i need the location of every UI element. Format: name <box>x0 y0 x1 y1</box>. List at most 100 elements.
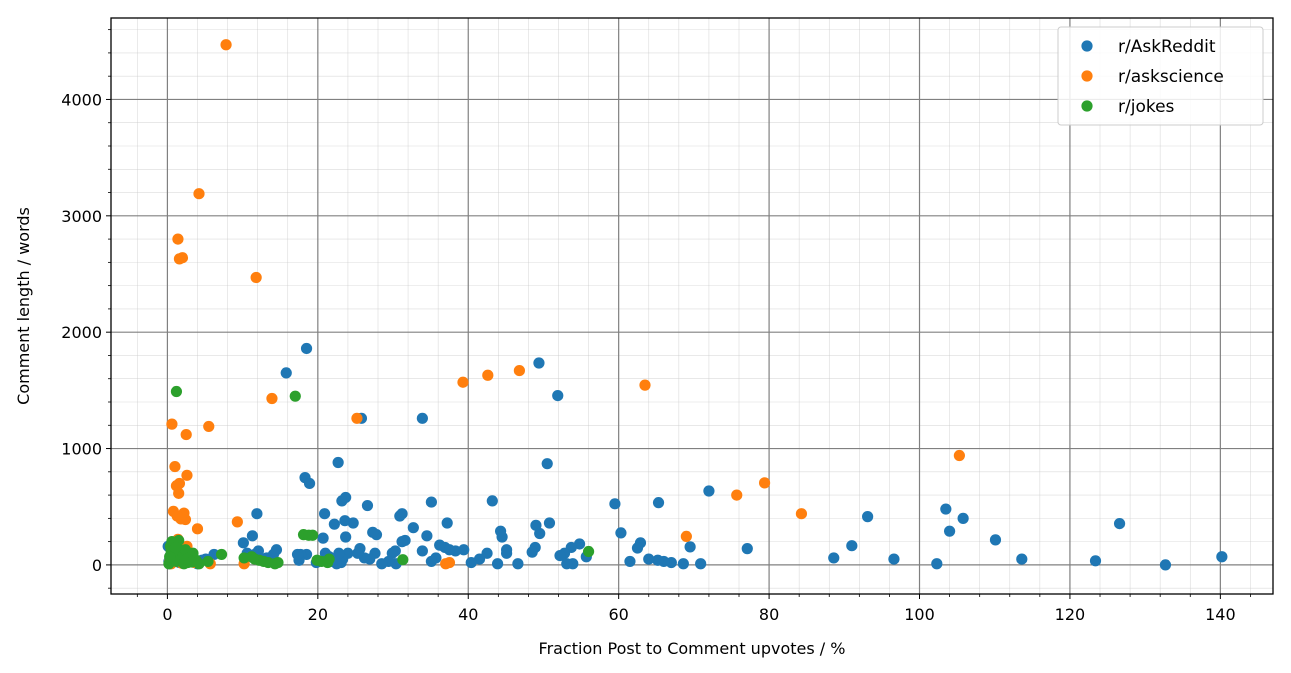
data-point <box>486 495 498 507</box>
data-point <box>180 428 192 441</box>
data-point <box>465 556 477 569</box>
data-point <box>501 544 513 556</box>
data-point <box>169 460 181 473</box>
data-point <box>731 489 743 501</box>
data-point <box>639 379 651 391</box>
data-point <box>166 418 178 430</box>
data-point <box>940 503 952 515</box>
data-point <box>534 527 546 540</box>
data-point <box>684 541 696 553</box>
data-point <box>582 545 595 558</box>
data-point <box>173 487 185 499</box>
x-tick-label: 80 <box>759 605 779 624</box>
x-tick-label: 100 <box>904 605 935 624</box>
axis-ticks <box>106 29 1251 599</box>
data-point <box>164 551 176 563</box>
data-point <box>957 512 969 524</box>
data-point <box>340 531 352 543</box>
data-point <box>643 553 655 565</box>
data-point <box>609 498 621 510</box>
data-point <box>323 553 335 565</box>
data-point <box>443 556 456 569</box>
data-points <box>162 39 1228 571</box>
data-point <box>943 525 956 537</box>
legend-label: r/askscience <box>1118 67 1224 87</box>
data-point <box>561 558 573 570</box>
data-point <box>554 550 566 562</box>
data-point <box>220 39 232 51</box>
data-point <box>250 271 262 284</box>
data-point <box>340 491 352 504</box>
data-point <box>543 517 556 529</box>
data-point <box>185 556 198 568</box>
data-point <box>425 496 437 508</box>
data-point <box>425 555 437 568</box>
data-point <box>862 511 874 523</box>
data-point <box>215 548 228 561</box>
data-point <box>351 412 363 424</box>
x-tick-label: 40 <box>458 605 478 624</box>
data-point <box>1113 518 1126 530</box>
data-point <box>396 508 408 520</box>
legend-box <box>1057 26 1264 126</box>
data-point <box>266 392 278 405</box>
legend-marker <box>1081 40 1093 52</box>
data-point <box>1216 551 1228 563</box>
legend: r/AskReddit r/askscience r/jokes <box>1057 26 1264 126</box>
data-point <box>1159 559 1172 571</box>
data-point <box>272 556 284 569</box>
data-point <box>170 541 182 554</box>
data-point <box>328 518 340 530</box>
data-point <box>317 532 329 544</box>
y-tick-label: 0 <box>92 556 102 575</box>
y-tick-label: 1000 <box>61 440 102 459</box>
data-point <box>533 357 545 369</box>
data-point <box>526 546 538 558</box>
x-axis-label: Fraction Post to Comment upvotes / % <box>539 639 846 658</box>
data-point <box>176 252 189 264</box>
data-point <box>170 385 183 398</box>
plot-frame <box>110 17 1274 595</box>
data-point <box>318 508 331 520</box>
data-point <box>280 367 292 379</box>
x-tick-label: 0 <box>162 605 172 624</box>
tick-labels: 0 20 40 60 80 100 120 140 0 1000 2000 3000 4000 <box>61 90 1235 624</box>
data-point <box>1016 553 1028 565</box>
data-point <box>306 529 319 541</box>
data-point <box>396 536 408 548</box>
data-point <box>652 554 664 566</box>
data-point <box>494 525 507 537</box>
data-point <box>407 522 419 534</box>
data-point <box>795 508 808 520</box>
series-r-askscience <box>164 39 965 570</box>
data-point <box>481 547 493 559</box>
data-point <box>552 390 564 402</box>
data-point <box>333 547 345 559</box>
data-point <box>416 412 428 424</box>
data-point <box>741 543 753 555</box>
data-point <box>251 508 263 520</box>
data-point <box>303 477 316 490</box>
data-point <box>246 530 258 542</box>
data-point <box>367 526 379 538</box>
data-point <box>457 376 469 388</box>
data-point <box>237 537 249 549</box>
x-tick-label: 120 <box>1055 605 1086 624</box>
data-point <box>203 420 215 433</box>
data-point <box>434 539 446 551</box>
data-point <box>339 515 351 527</box>
data-point <box>231 516 243 528</box>
data-point <box>615 527 627 539</box>
data-point <box>652 497 665 509</box>
legend-label: r/jokes <box>1118 97 1175 117</box>
data-point <box>458 544 470 556</box>
legend-marker <box>1081 70 1093 82</box>
data-point <box>631 542 644 554</box>
data-point <box>953 449 965 462</box>
data-point <box>624 555 636 568</box>
data-point <box>1089 555 1102 567</box>
data-point <box>202 555 214 568</box>
data-point <box>828 552 840 564</box>
data-point <box>397 554 409 566</box>
data-point <box>172 233 184 245</box>
